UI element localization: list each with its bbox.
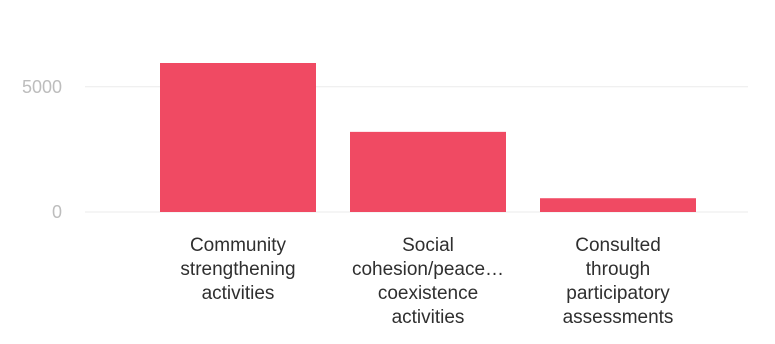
x-tick-label: Consulted through participatory assessments xyxy=(533,234,703,330)
x-tick-label-line: cohesion/peace… xyxy=(351,259,505,280)
x-tick-label-line: Community xyxy=(189,235,287,256)
bar-2[interactable] xyxy=(350,131,506,212)
x-tick-label-line: Social xyxy=(402,235,454,256)
x-tick-label-line: through xyxy=(585,259,651,280)
y-tick-label: 5000 xyxy=(22,77,62,97)
x-tick-label-line: activities xyxy=(391,307,465,328)
x-tick-label-line: coexistence xyxy=(377,283,479,304)
x-tick-label: Community strengthening activities xyxy=(153,234,323,306)
y-tick-label: 0 xyxy=(52,202,62,222)
bar-3[interactable] xyxy=(540,198,696,212)
bar-1[interactable] xyxy=(160,63,316,212)
x-tick-label-line: participatory xyxy=(566,283,670,304)
x-tick-label-line: activities xyxy=(201,283,275,304)
x-tick-label-line: Consulted xyxy=(575,235,661,256)
x-tick-label: Social cohesion/peace… coexistence activiti… xyxy=(343,234,513,330)
x-tick-label-line: strengthening xyxy=(180,259,296,280)
x-tick-label-line: assessments xyxy=(562,307,674,328)
